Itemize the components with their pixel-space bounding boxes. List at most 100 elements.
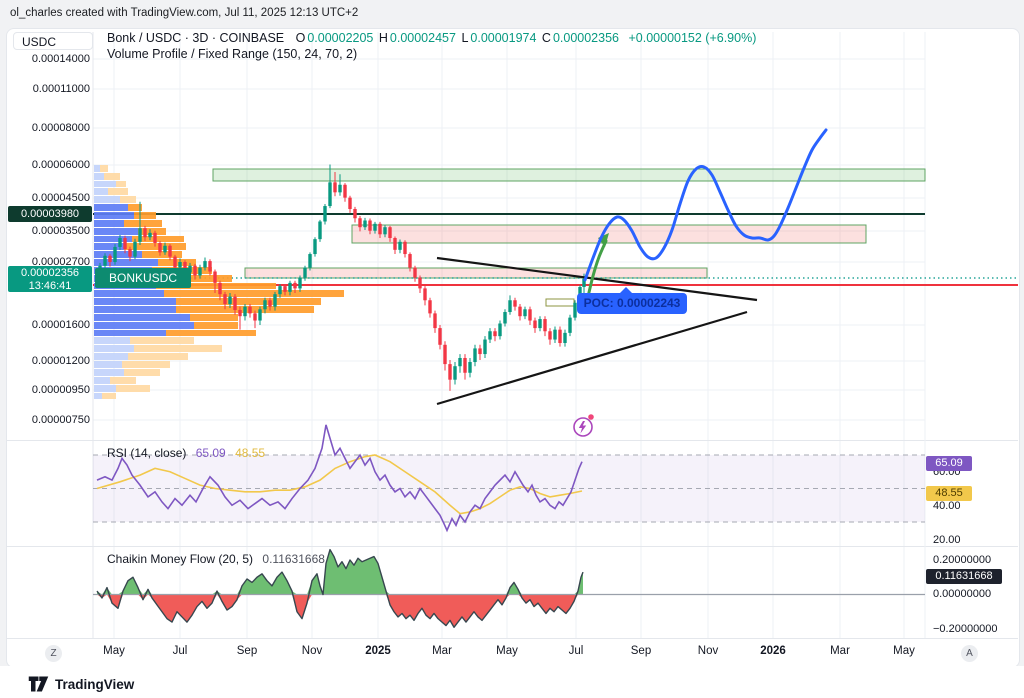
volume-profile-row xyxy=(94,369,124,376)
volume-profile-row xyxy=(116,181,126,187)
volume-profile-row xyxy=(134,212,156,219)
candle-body xyxy=(488,331,492,340)
attribution-text: ol_charles created with TradingView.com,… xyxy=(10,7,359,19)
rsi-value: 65.09 xyxy=(195,446,226,460)
resistance-zone-pink xyxy=(351,224,867,244)
candle-body xyxy=(582,278,586,287)
indicator-legend[interactable]: Volume Profile / Fixed Range (150, 24, 7… xyxy=(107,47,358,61)
candle-body xyxy=(493,331,497,337)
volume-profile-row xyxy=(94,212,134,219)
volume-profile-row xyxy=(94,385,116,392)
volume-profile-row xyxy=(156,283,276,289)
price-tick-label[interactable]: 0.00001200 xyxy=(31,355,90,367)
indicator-tick-label[interactable]: −0.20000000 xyxy=(933,623,998,635)
price-axis[interactable]: 0.00014000 0.00011000 0.00008000 0.00006000… xyxy=(0,0,90,698)
last-price-value: 0.00002356 xyxy=(20,267,80,279)
ohlc-open-value: 0.00002205 xyxy=(307,31,374,45)
price-tick-label[interactable]: 0.00008000 xyxy=(31,122,90,134)
breakout-arrow xyxy=(585,239,608,303)
candle-body xyxy=(303,267,307,278)
candle-body xyxy=(258,309,262,321)
time-tick-label[interactable]: Sep xyxy=(236,645,258,657)
price-tick-label[interactable]: 0.00002700 xyxy=(31,256,90,268)
volume-profile-row xyxy=(116,385,150,392)
price-scale-currency-button[interactable]: USDC xyxy=(13,32,93,50)
candle-body xyxy=(323,206,327,222)
price-tick-label[interactable]: 0.00011000 xyxy=(32,83,90,95)
candle-body xyxy=(503,312,507,324)
time-tick-label[interactable]: Mar xyxy=(432,645,452,657)
candle-body xyxy=(163,245,167,253)
candle-body xyxy=(388,227,392,239)
candle-body xyxy=(278,286,282,295)
indicator-tick-label[interactable]: 0.00000000 xyxy=(933,588,992,600)
candle-body xyxy=(513,300,517,307)
price-tick-label[interactable]: 0.00003500 xyxy=(31,225,90,237)
footer-logo[interactable]: TradingView xyxy=(28,674,134,694)
volume-profile-row xyxy=(94,393,102,399)
volume-profile-row xyxy=(94,196,120,203)
price-tick-label[interactable]: 0.00006000 xyxy=(31,159,90,171)
candle-body xyxy=(363,220,367,228)
volume-profile-row xyxy=(94,188,108,195)
price-tick-label[interactable]: 0.00000750 xyxy=(31,414,90,426)
volume-profile-row xyxy=(94,314,190,321)
candle-body xyxy=(293,282,297,289)
time-tick-label[interactable]: Nov xyxy=(697,645,719,657)
time-tick-label[interactable]: Nov xyxy=(301,645,323,657)
price-line-symbol-tag: BONKUSDC xyxy=(95,268,191,288)
footer-strip xyxy=(0,666,1024,698)
time-tick-label[interactable]: Mar xyxy=(830,645,850,657)
candle-body xyxy=(338,184,342,193)
lightning-bolt-icon xyxy=(578,421,587,434)
last-price-badge: 0.00002356 13:46:41 xyxy=(8,266,92,292)
candle-body xyxy=(458,357,462,367)
candle-body xyxy=(423,288,427,301)
price-tick-label[interactable]: 0.00014000 xyxy=(31,53,90,65)
candle-body xyxy=(223,294,227,305)
rsi-signal-badge: 48.55 xyxy=(926,486,972,501)
candle-body xyxy=(343,184,347,198)
price-tick-label[interactable]: 0.00001600 xyxy=(31,319,90,331)
candle-body xyxy=(453,366,457,380)
poc-callout-notch xyxy=(619,287,633,294)
price-tick-label[interactable]: 0.00004500 xyxy=(31,192,90,204)
time-tick-label[interactable]: Sep xyxy=(630,645,652,657)
time-tick-label[interactable]: 2026 xyxy=(760,645,786,657)
trendline xyxy=(436,310,748,406)
candle-body xyxy=(103,255,107,266)
poc-callout: POC: 0.00002243 xyxy=(577,287,687,314)
candle-body xyxy=(263,300,267,310)
indicator-tick-label[interactable]: 0.20000000 xyxy=(933,554,992,566)
timezone-chip[interactable]: Z xyxy=(45,645,62,662)
cmf-title[interactable]: Chaikin Money Flow (20, 5) xyxy=(107,552,254,566)
rsi-title[interactable]: RSI (14, close) xyxy=(107,446,187,460)
volume-profile-row xyxy=(132,236,184,242)
autoscale-chip[interactable]: A xyxy=(961,645,978,662)
ohlc-change-value: +0.00000152 (+6.90%) xyxy=(628,31,757,45)
indicator-tick-label[interactable]: 40.00 xyxy=(933,500,961,512)
price-level-badge: 0.00003980 xyxy=(8,206,92,222)
price-projection-curve xyxy=(583,128,828,282)
candle-body xyxy=(468,362,472,373)
supply-zone-green xyxy=(212,168,926,182)
cmf-positive-area xyxy=(97,549,583,595)
candle-body xyxy=(148,232,152,238)
time-tick-label[interactable]: 2025 xyxy=(365,645,391,657)
candle-body xyxy=(538,319,542,329)
time-tick-label[interactable]: May xyxy=(103,645,125,657)
symbol-title[interactable]: Bonk / USDC · 3D · COINBASE xyxy=(107,31,285,45)
time-tick-label[interactable]: Jul xyxy=(172,645,188,657)
rsi-value-badge: 65.09 xyxy=(926,456,972,471)
volume-profile-row xyxy=(94,173,104,180)
indicator-tick-label[interactable]: 20.00 xyxy=(933,534,961,546)
time-tick-label[interactable]: Jul xyxy=(568,645,584,657)
candle-body xyxy=(248,306,252,314)
candle-body xyxy=(478,348,482,355)
ohlc-high-value: 0.00002457 xyxy=(389,31,456,45)
price-tick-label[interactable]: 0.00000950 xyxy=(31,384,90,396)
candle-body xyxy=(208,261,212,272)
time-tick-label[interactable]: May xyxy=(496,645,518,657)
time-tick-label[interactable]: May xyxy=(893,645,915,657)
